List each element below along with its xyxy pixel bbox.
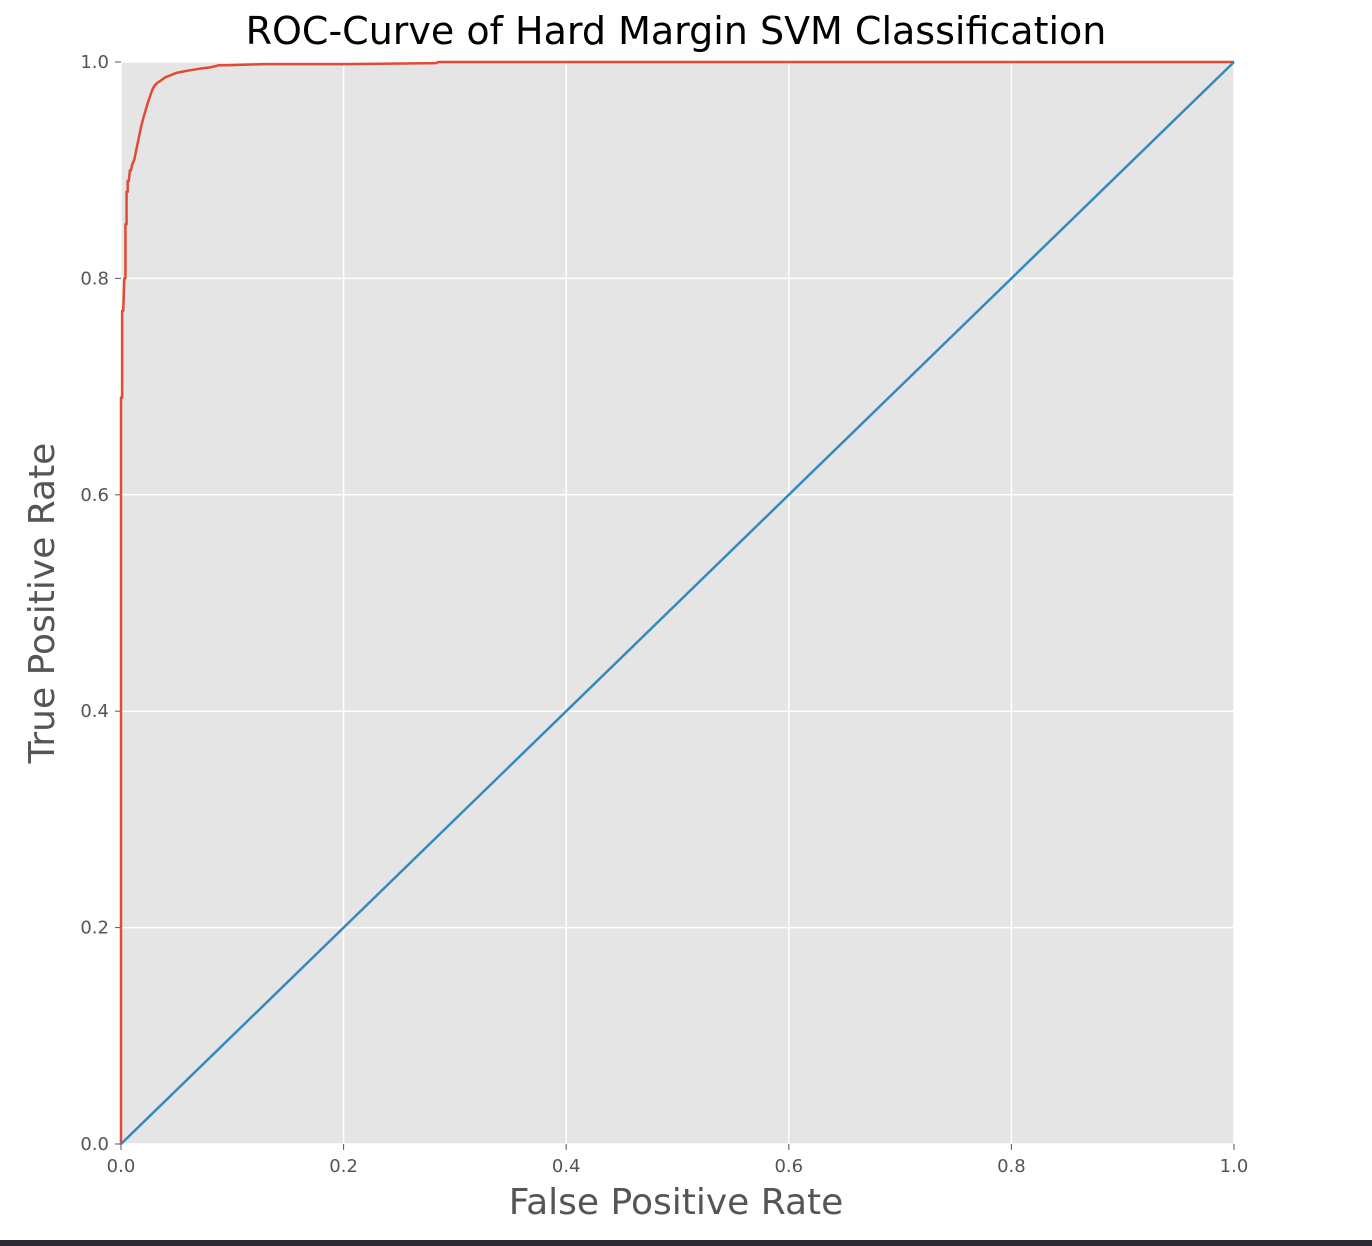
grid-lines bbox=[120, 61, 1235, 1145]
x-tick-label: 0.0 bbox=[107, 1156, 136, 1177]
y-tick-label: 0.4 bbox=[80, 701, 109, 722]
series-lines bbox=[119, 60, 1235, 1145]
diagonal-reference-line bbox=[120, 61, 1235, 1145]
x-tick-label: 0.4 bbox=[552, 1156, 581, 1177]
y-axis-label: True Positive Rate bbox=[22, 443, 63, 765]
roc-curve-line bbox=[119, 60, 1234, 1144]
axis-ticks: 0.0 0.2 0.4 0.6 0.8 1.0 0.0 0.2 0.4 0.6 0.8 1.0 bbox=[80, 52, 1248, 1177]
x-tick-label: 0.2 bbox=[329, 1156, 358, 1177]
y-tick-label: 0.6 bbox=[80, 485, 109, 506]
x-tick-label: 0.6 bbox=[774, 1156, 803, 1177]
x-tick-label: 1.0 bbox=[1220, 1156, 1249, 1177]
x-axis-label: False Positive Rate bbox=[509, 1182, 844, 1223]
window-bottom-edge bbox=[0, 1240, 1372, 1246]
chart-title: ROC-Curve of Hard Margin SVM Classificat… bbox=[246, 9, 1107, 53]
y-tick-label: 1.0 bbox=[80, 52, 109, 73]
x-tick-label: 0.8 bbox=[997, 1156, 1026, 1177]
y-tick-label: 0.0 bbox=[80, 1134, 109, 1155]
y-tick-label: 0.8 bbox=[80, 268, 109, 289]
y-tick-label: 0.2 bbox=[80, 918, 109, 939]
